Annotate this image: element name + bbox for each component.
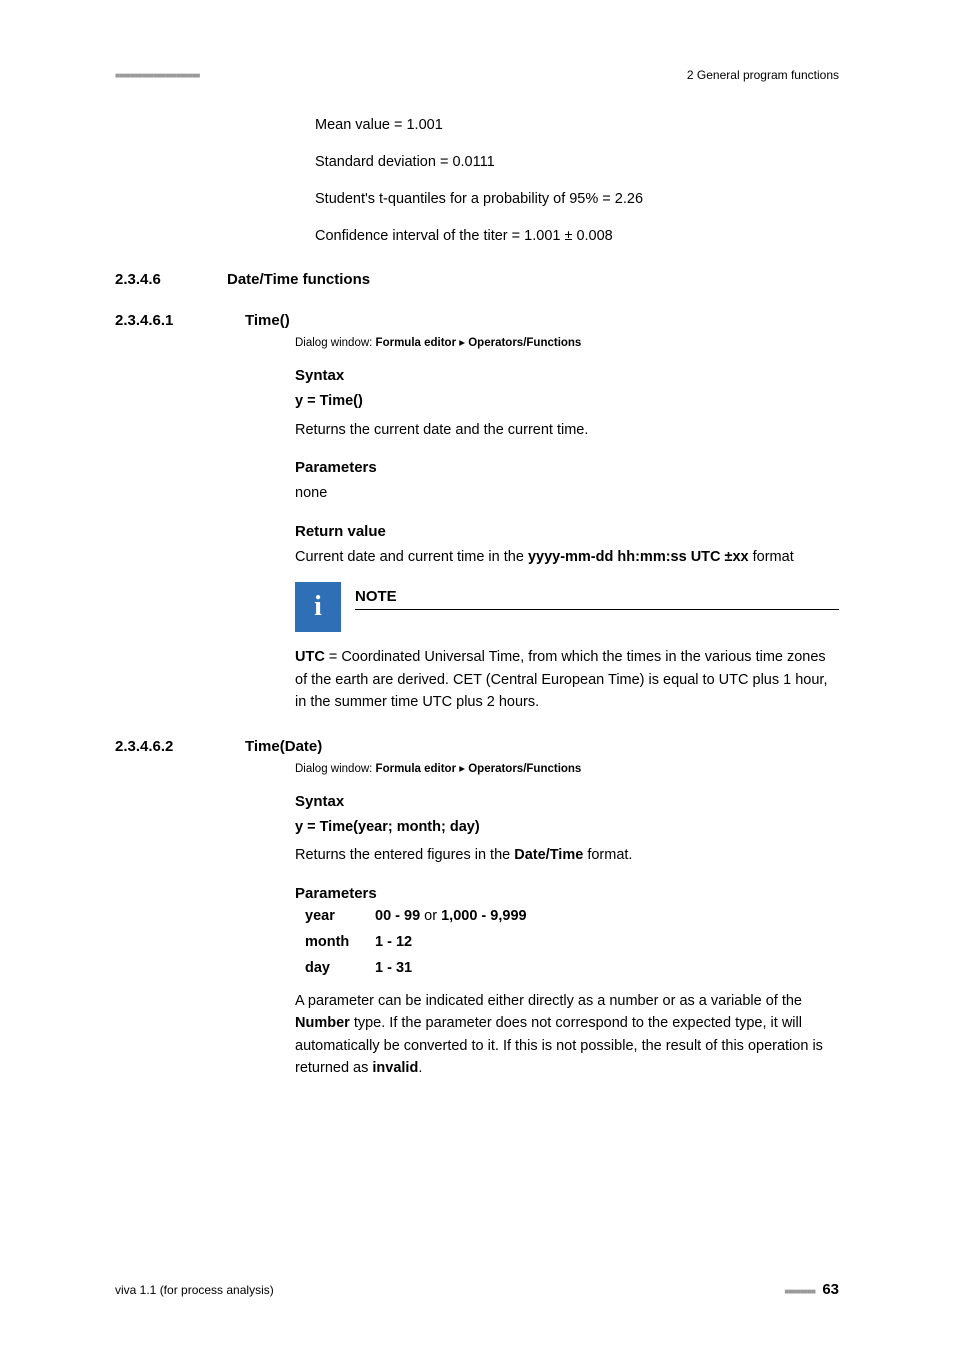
syntax-desc-pre: Returns the entered figures in the	[295, 847, 514, 863]
param-name: month	[305, 934, 375, 950]
param-row-month: month 1 - 12	[305, 934, 839, 950]
param-value: 1 - 31	[375, 960, 839, 976]
heading-title: Time(Date)	[245, 738, 322, 755]
param-row-day: day 1 - 31	[305, 960, 839, 976]
syntax-description: Returns the current date and the current…	[295, 419, 839, 441]
syntax-code: y = Time()	[295, 390, 839, 412]
syntax-desc-format: Date/Time	[514, 847, 583, 863]
dialog-separator: ▸	[456, 763, 468, 775]
after-invalid: invalid	[372, 1060, 418, 1076]
footer-page-number: 63	[822, 1281, 839, 1298]
syntax-heading: Syntax	[295, 793, 839, 810]
note-title: NOTE	[355, 588, 839, 610]
return-value-heading: Return value	[295, 523, 839, 540]
dialog-separator: ▸	[456, 337, 468, 349]
return-pre: Current date and current time in the	[295, 549, 528, 565]
note-utc: UTC	[295, 649, 325, 665]
dialog-part-1: Formula editor	[376, 337, 457, 349]
note-header: i NOTE	[295, 582, 839, 632]
page: ■■■■■■■■■■■■■■■■■■■■■■ 2 General program…	[0, 0, 954, 1350]
param-value: 1 - 12	[375, 934, 839, 950]
after-pre: A parameter can be indicated either dire…	[295, 993, 802, 1009]
dialog-part-1: Formula editor	[376, 763, 457, 775]
heading-number: 2.3.4.6.1	[115, 312, 245, 329]
return-post: format	[749, 549, 794, 565]
dialog-path: Dialog window: Formula editor ▸ Operator…	[295, 335, 839, 349]
dialog-part-2: Operators/Functions	[468, 763, 581, 775]
parameters-after-text: A parameter can be indicated either dire…	[295, 990, 839, 1080]
footer-product: viva 1.1 (for process analysis)	[115, 1283, 274, 1297]
intro-line-4: Confidence interval of the titer = 1.001…	[315, 225, 839, 247]
header-chapter: 2 General program functions	[687, 68, 839, 82]
parameters-heading: Parameters	[295, 459, 839, 476]
param-or: or	[420, 908, 441, 924]
heading-date-time-functions: 2.3.4.6 Date/Time functions	[115, 271, 839, 288]
parameters-table: year 00 - 99 or 1,000 - 9,999 month 1 - …	[305, 908, 839, 976]
dialog-path: Dialog window: Formula editor ▸ Operator…	[295, 761, 839, 775]
parameters-heading: Parameters	[295, 885, 839, 902]
footer-right: ■■■■■■■■ 63	[784, 1281, 839, 1298]
intro-line-2: Standard deviation = 0.0111	[315, 151, 839, 173]
after-post: .	[418, 1060, 422, 1076]
note-text: = Coordinated Universal Time, from which…	[295, 649, 827, 710]
syntax-heading: Syntax	[295, 367, 839, 384]
return-format: yyyy-mm-dd hh:mm:ss UTC ±xx	[528, 549, 749, 565]
syntax-description: Returns the entered figures in the Date/…	[295, 844, 839, 866]
page-header: ■■■■■■■■■■■■■■■■■■■■■■ 2 General program…	[115, 68, 839, 82]
heading-time-date-fn: 2.3.4.6.2 Time(Date)	[115, 738, 839, 755]
param-name: year	[305, 908, 375, 924]
info-icon-glyph: i	[314, 591, 322, 623]
note-block: i NOTE UTC = Coordinated Universal Time,…	[295, 582, 839, 713]
parameters-none: none	[295, 482, 839, 504]
intro-line-3: Student's t-quantiles for a probability …	[315, 188, 839, 210]
info-icon: i	[295, 582, 341, 632]
return-value-text: Current date and current time in the yyy…	[295, 546, 839, 568]
dialog-part-2: Operators/Functions	[468, 337, 581, 349]
param-range-2: 1,000 - 9,999	[441, 908, 526, 924]
syntax-code: y = Time(year; month; day)	[295, 816, 839, 838]
note-title-wrap: NOTE	[355, 582, 839, 610]
footer-dots: ■■■■■■■■	[784, 1287, 815, 1296]
intro-line-1: Mean value = 1.001	[315, 114, 839, 136]
after-number: Number	[295, 1015, 350, 1031]
heading-title: Date/Time functions	[227, 271, 370, 288]
param-name: day	[305, 960, 375, 976]
param-row-year: year 00 - 99 or 1,000 - 9,999	[305, 908, 839, 924]
heading-title: Time()	[245, 312, 290, 329]
param-value: 00 - 99 or 1,000 - 9,999	[375, 908, 839, 924]
param-range-1: 00 - 99	[375, 908, 420, 924]
heading-time-fn: 2.3.4.6.1 Time()	[115, 312, 839, 329]
header-dots: ■■■■■■■■■■■■■■■■■■■■■■	[115, 71, 199, 80]
heading-number: 2.3.4.6	[115, 271, 227, 288]
dialog-prefix: Dialog window:	[295, 337, 376, 349]
dialog-prefix: Dialog window:	[295, 763, 376, 775]
note-body: UTC = Coordinated Universal Time, from w…	[295, 646, 839, 713]
syntax-desc-post: format.	[583, 847, 632, 863]
page-footer: viva 1.1 (for process analysis) ■■■■■■■■…	[115, 1281, 839, 1298]
heading-number: 2.3.4.6.2	[115, 738, 245, 755]
